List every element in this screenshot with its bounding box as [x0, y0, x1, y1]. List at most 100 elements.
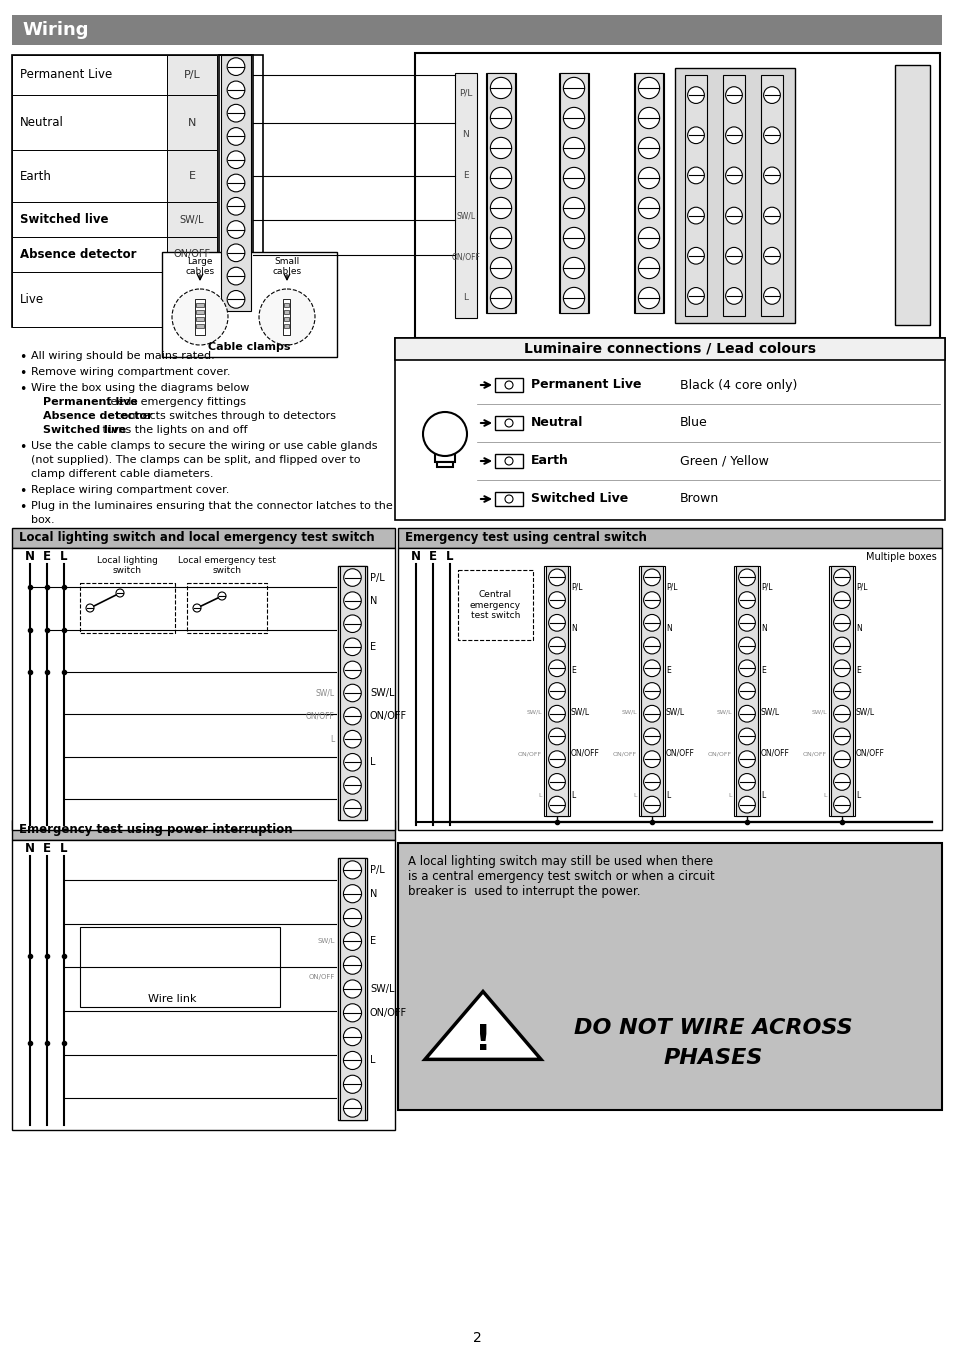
Text: •: • [19, 383, 27, 396]
Circle shape [343, 776, 361, 794]
Bar [339, 859, 365, 1120]
Circle shape [833, 614, 849, 632]
Circle shape [343, 799, 361, 817]
Text: ON/OFF: ON/OFF [665, 749, 694, 757]
Circle shape [738, 614, 755, 632]
Text: Blue: Blue [679, 417, 707, 429]
Text: ON/OFF: ON/OFF [306, 711, 335, 721]
Circle shape [563, 197, 584, 219]
Text: Luminaire connections / Lead colours: Luminaire connections / Lead colours [523, 342, 815, 356]
Bar [395, 338, 944, 360]
Text: SW/L: SW/L [526, 709, 541, 714]
Text: L: L [665, 791, 670, 799]
Circle shape [725, 247, 741, 265]
Circle shape [258, 289, 314, 346]
Circle shape [638, 227, 659, 248]
Text: ON/OFF: ON/OFF [370, 1008, 407, 1018]
Circle shape [227, 220, 245, 239]
Polygon shape [424, 991, 540, 1060]
Bar [830, 566, 852, 815]
Circle shape [643, 614, 659, 632]
Text: E: E [855, 666, 860, 675]
Bar [485, 73, 516, 313]
Bar [457, 570, 533, 640]
Circle shape [490, 258, 511, 278]
Bar [167, 238, 216, 271]
Text: Neutral: Neutral [531, 417, 583, 429]
Text: Black (4 core only): Black (4 core only) [679, 378, 797, 392]
Circle shape [343, 616, 361, 633]
Bar [12, 15, 941, 45]
Bar [12, 55, 167, 94]
Text: Emergency test using central switch: Emergency test using central switch [405, 532, 646, 544]
Circle shape [343, 1027, 361, 1046]
Text: turns the lights on and off: turns the lights on and off [99, 425, 247, 435]
Text: SW/L: SW/L [315, 688, 335, 698]
Circle shape [422, 310, 447, 335]
Bar [12, 819, 395, 840]
Circle shape [227, 290, 245, 308]
Text: N: N [665, 624, 671, 633]
Bar [167, 271, 216, 327]
Text: L: L [633, 792, 637, 798]
Text: ON/OFF: ON/OFF [309, 975, 335, 980]
Circle shape [504, 458, 513, 464]
Bar [167, 202, 216, 238]
Circle shape [643, 796, 659, 813]
Text: L: L [370, 757, 375, 767]
Circle shape [833, 751, 849, 768]
Text: L: L [571, 791, 575, 799]
Bar [635, 73, 662, 313]
Circle shape [738, 660, 755, 676]
Circle shape [907, 55, 931, 80]
Circle shape [227, 244, 245, 262]
Text: Central
emergency
test switch: Central emergency test switch [470, 590, 520, 620]
Text: Emergency test using power interruption: Emergency test using power interruption [19, 824, 293, 837]
Text: ON/OFF: ON/OFF [760, 749, 789, 757]
Bar [337, 859, 367, 1120]
Bar [284, 302, 289, 306]
Circle shape [643, 705, 659, 722]
Circle shape [422, 412, 467, 456]
Circle shape [687, 167, 703, 184]
Circle shape [725, 288, 741, 304]
Text: SW/L: SW/L [179, 215, 204, 224]
Text: Switched live: Switched live [43, 425, 126, 435]
Bar [495, 491, 522, 506]
Circle shape [490, 138, 511, 159]
Circle shape [227, 81, 245, 99]
Bar [187, 583, 267, 633]
Circle shape [504, 381, 513, 389]
Bar [12, 840, 395, 1130]
Bar [195, 302, 204, 306]
Circle shape [762, 167, 780, 184]
Bar [684, 76, 706, 316]
Circle shape [638, 138, 659, 159]
Circle shape [833, 568, 849, 586]
Bar [828, 566, 854, 815]
Circle shape [343, 933, 361, 950]
Text: Green / Yellow: Green / Yellow [679, 455, 768, 467]
Bar [495, 416, 522, 431]
Text: L: L [855, 791, 860, 799]
Circle shape [227, 151, 245, 169]
Bar [284, 310, 289, 315]
Bar [634, 73, 663, 313]
Text: !: ! [475, 1023, 491, 1057]
Circle shape [548, 637, 565, 653]
Bar [219, 55, 253, 310]
Bar [558, 73, 588, 313]
Text: E: E [43, 551, 51, 563]
Circle shape [643, 591, 659, 609]
Text: E: E [429, 551, 436, 563]
Circle shape [490, 197, 511, 219]
Text: Cable clamps: Cable clamps [208, 342, 291, 352]
Bar [733, 566, 760, 815]
Bar [545, 566, 567, 815]
Text: SW/L: SW/L [317, 938, 335, 945]
Circle shape [687, 207, 703, 224]
Circle shape [738, 568, 755, 586]
Bar [194, 298, 205, 335]
Circle shape [490, 288, 511, 309]
Bar [760, 76, 782, 316]
